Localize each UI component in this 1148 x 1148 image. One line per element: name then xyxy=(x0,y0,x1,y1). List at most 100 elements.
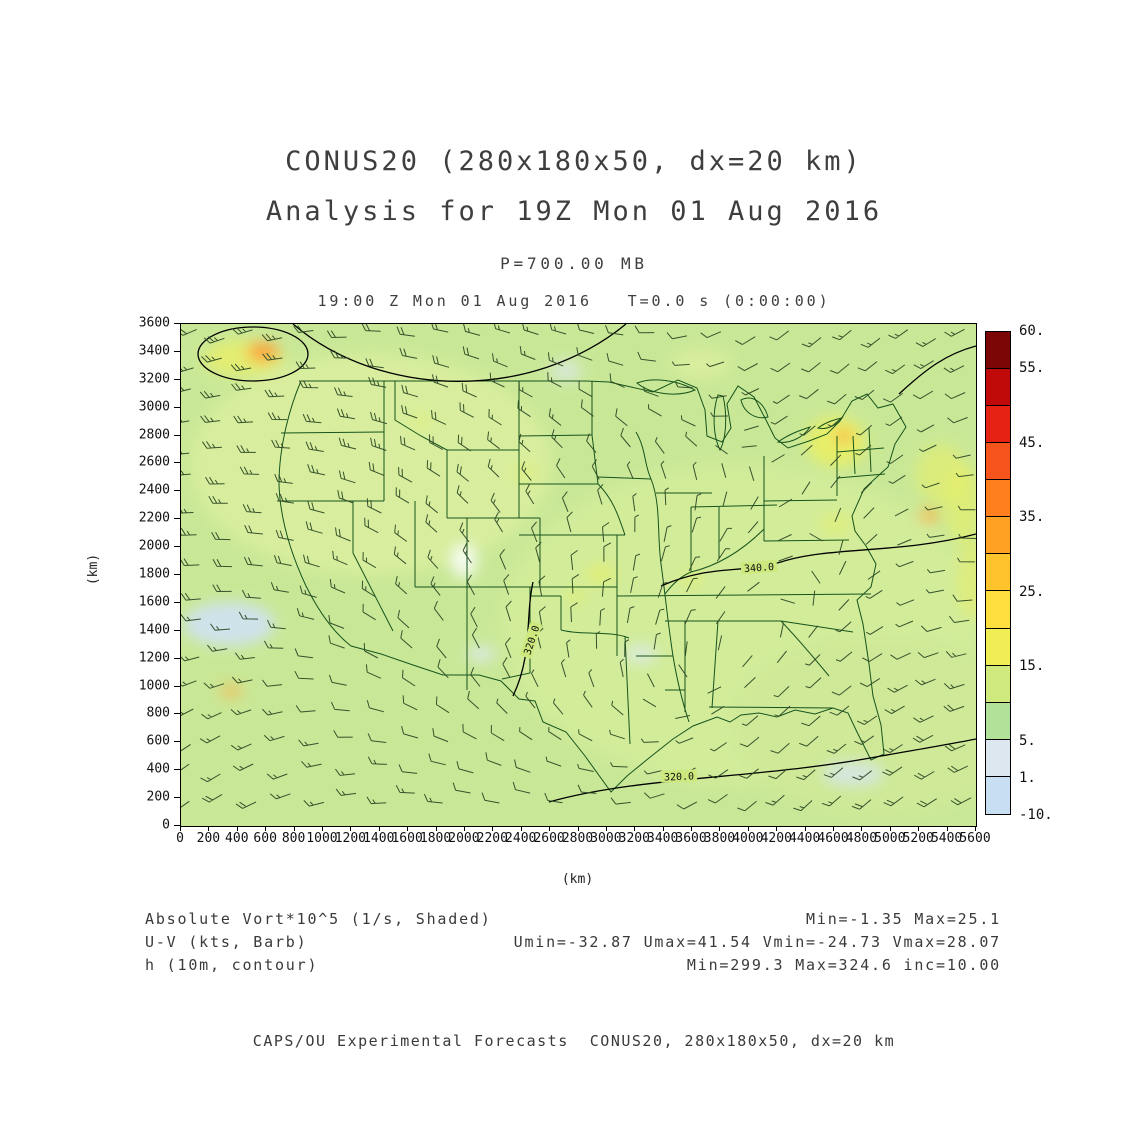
colorbar-tick-label: 35. xyxy=(1019,509,1045,526)
state-borders xyxy=(277,379,907,793)
x-tick-mark xyxy=(435,826,437,831)
x-tick-mark xyxy=(719,826,721,831)
x-tick-label: 600 xyxy=(253,831,277,846)
contour-label: 320.0 xyxy=(660,769,698,784)
x-tick-label: 3000 xyxy=(590,831,622,846)
x-axis-title: (km) xyxy=(561,872,594,887)
x-tick-mark xyxy=(861,826,863,831)
x-tick-mark xyxy=(804,826,806,831)
x-tick-label: 3600 xyxy=(675,831,707,846)
y-tick-mark xyxy=(174,323,180,324)
footer-credit: CAPS/OU Experimental Forecasts CONUS20, … xyxy=(252,1032,896,1050)
x-tick-label: 400 xyxy=(225,831,249,846)
x-tick-label: 2400 xyxy=(505,831,537,846)
map-plot-area: 340.0 320.0 320.0 xyxy=(180,323,977,827)
y-tick-mark xyxy=(174,518,180,520)
x-tick-mark xyxy=(889,826,891,831)
y-axis-title: (km) xyxy=(86,553,102,586)
y-tick-mark xyxy=(174,713,180,715)
legend-shaded-field: Absolute Vort*10^5 (1/s, Shaded) xyxy=(145,910,492,928)
y-tick-label: 2200 xyxy=(138,510,170,526)
y-tick-label: 1800 xyxy=(138,566,170,582)
x-tick-label: 2200 xyxy=(476,831,508,846)
contour-label: 340.0 xyxy=(740,559,778,575)
valid-time-label: 19:00 Z Mon 01 Aug 2016 T=0.0 s (0:00:00… xyxy=(317,292,831,310)
colorbar-tick-label: 15. xyxy=(1019,658,1045,675)
y-tick-mark xyxy=(174,462,180,464)
y-tick-label: 600 xyxy=(146,733,170,749)
page-subtitle: Analysis for 19Z Mon 01 Aug 2016 xyxy=(265,196,883,227)
x-tick-mark xyxy=(407,826,409,831)
colorbar-cell xyxy=(986,591,1010,629)
x-tick-label: 4200 xyxy=(760,831,792,846)
y-tick-label: 1200 xyxy=(138,650,170,666)
colorbar-cell xyxy=(986,776,1010,814)
y-tick-label: 2600 xyxy=(138,454,170,470)
x-tick-label: 5000 xyxy=(874,831,906,846)
colorbar-tick-label: 45. xyxy=(1019,434,1045,451)
y-tick-mark xyxy=(174,574,180,575)
svg-text:340.0: 340.0 xyxy=(744,562,775,575)
colorbar-tick-label: -10. xyxy=(1019,807,1053,823)
x-tick-mark xyxy=(463,826,465,831)
y-tick-label: 0 xyxy=(162,817,170,833)
x-tick-label: 5600 xyxy=(959,831,991,846)
x-tick-label: 3400 xyxy=(647,831,679,846)
y-tick-label: 1400 xyxy=(138,622,170,638)
x-tick-label: 4000 xyxy=(732,831,764,846)
y-tick-mark xyxy=(174,741,180,743)
colorbar-cell xyxy=(986,554,1010,592)
x-tick-label: 1000 xyxy=(306,831,338,846)
x-tick-label: 1600 xyxy=(391,831,423,846)
colorbar-cell xyxy=(986,369,1010,407)
colorbar-tick-label: 55. xyxy=(1019,360,1045,377)
svg-text:320.0: 320.0 xyxy=(664,771,694,783)
y-tick-mark xyxy=(174,378,180,380)
x-tick-mark xyxy=(265,826,267,831)
y-tick-mark xyxy=(174,769,180,771)
colorbar xyxy=(985,331,1011,815)
legend-row-contour: h (10m, contour) Min=299.3 Max=324.6 inc… xyxy=(145,956,1001,974)
y-tick-mark xyxy=(174,657,180,659)
colorbar-tick-label: 1. xyxy=(1019,769,1036,786)
y-tick-mark xyxy=(174,434,180,436)
colorbar-tick-label: 60. xyxy=(1019,323,1045,339)
legend-barb-stats: Umin=-32.87 Umax=41.54 Vmin=-24.73 Vmax=… xyxy=(513,933,1001,951)
colorbar-cell xyxy=(986,443,1010,481)
x-tick-mark xyxy=(236,826,238,831)
x-tick-mark xyxy=(662,826,664,831)
x-tick-mark xyxy=(549,826,551,831)
pressure-level-label: P=700.00 MB xyxy=(500,254,648,273)
x-tick-mark xyxy=(208,826,210,831)
y-tick-mark xyxy=(174,406,180,408)
y-tick-mark xyxy=(174,350,180,352)
x-tick-mark xyxy=(918,826,920,831)
legend-shaded-stats: Min=-1.35 Max=25.1 xyxy=(806,910,1001,928)
y-tick-mark xyxy=(174,685,180,687)
legend-contour-stats: Min=299.3 Max=324.6 inc=10.00 xyxy=(686,956,1001,974)
y-tick-label: 400 xyxy=(146,761,170,777)
y-tick-label: 3200 xyxy=(138,371,170,387)
x-tick-mark xyxy=(378,826,380,831)
colorbar-cell xyxy=(986,332,1010,370)
colorbar-cell xyxy=(986,739,1010,777)
colorbar-tick-label: 25. xyxy=(1019,583,1045,600)
x-tick-mark xyxy=(605,826,607,831)
x-tick-mark xyxy=(577,826,579,831)
x-tick-label: 0 xyxy=(176,831,184,846)
x-tick-label: 2800 xyxy=(561,831,594,846)
y-tick-mark xyxy=(174,490,180,492)
x-tick-label: 1200 xyxy=(334,831,366,846)
y-tick-label: 3000 xyxy=(138,399,170,415)
x-tick-label: 2600 xyxy=(533,831,565,846)
x-tick-mark xyxy=(634,826,636,831)
y-tick-label: 3600 xyxy=(138,315,170,331)
y-tick-label: 1000 xyxy=(138,678,170,694)
x-tick-label: 4400 xyxy=(788,831,821,846)
wind-barbs xyxy=(181,324,976,812)
x-tick-mark xyxy=(492,826,494,831)
y-tick-mark xyxy=(174,546,180,548)
x-tick-mark xyxy=(747,826,749,831)
